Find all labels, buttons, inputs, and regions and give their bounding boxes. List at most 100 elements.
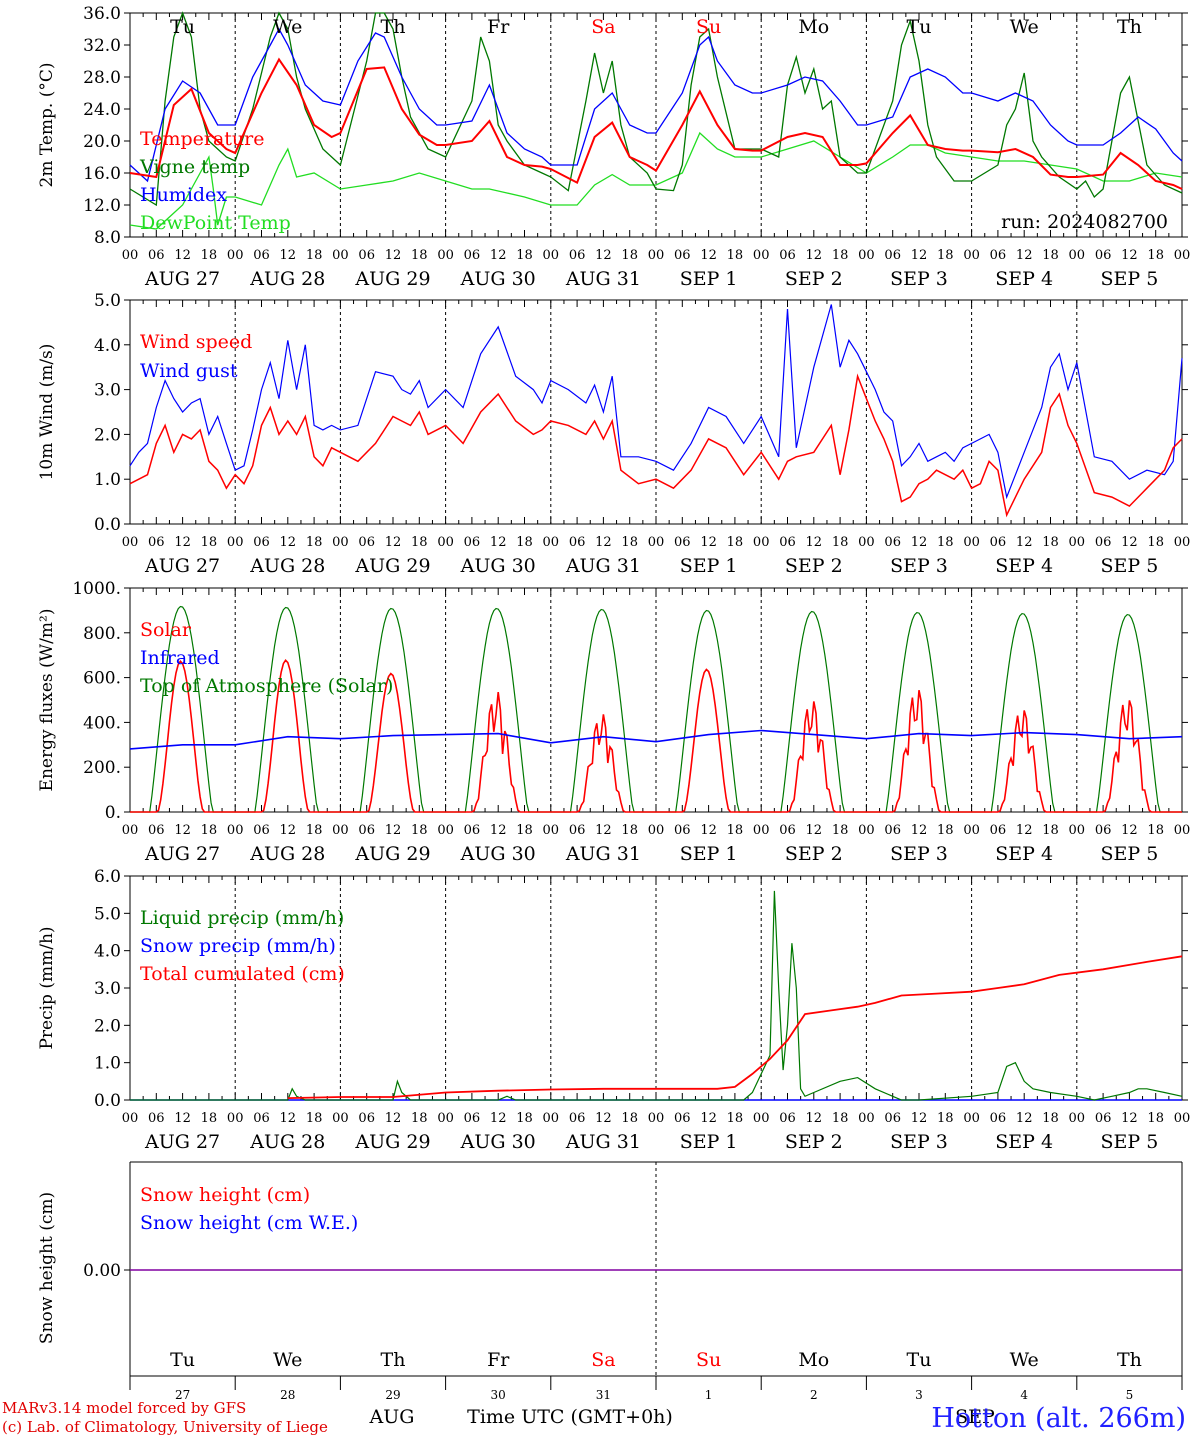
hour-tick-label: 18 <box>306 535 323 550</box>
hour-tick-label: 00 <box>332 823 349 838</box>
month-label-sep: SEP <box>955 1406 995 1428</box>
hour-tick-label: 06 <box>674 1111 691 1126</box>
wind-gust-line <box>129 304 1183 500</box>
y-axis-label: Snow height (cm) <box>37 1192 57 1344</box>
hour-tick-label: 18 <box>306 248 323 263</box>
weekday-label: Fr <box>487 16 510 38</box>
hour-tick-label: 06 <box>358 248 375 263</box>
hour-tick-label: 12 <box>1121 1111 1138 1126</box>
hour-tick-label: 00 <box>332 248 349 263</box>
weekday-label: Mo <box>798 1349 829 1371</box>
legend-snow-height: Snow height (cm) <box>140 1184 310 1206</box>
hour-tick-label: 12 <box>911 823 928 838</box>
total-cumulated-line <box>287 955 1183 1099</box>
hour-tick-label: 12 <box>1016 823 1033 838</box>
hour-tick-label: 18 <box>727 248 744 263</box>
hour-tick-label: 12 <box>174 1111 191 1126</box>
hour-tick-label: 12 <box>385 823 402 838</box>
legend-temperature: Temperature <box>140 128 264 150</box>
temperature-line <box>129 57 1183 190</box>
hour-tick-label: 12 <box>385 1111 402 1126</box>
y-tick-label: 24.0 <box>83 100 121 120</box>
hour-tick-label: 12 <box>806 1111 823 1126</box>
hour-tick-label: 18 <box>411 1111 428 1126</box>
panel-frame <box>129 299 1183 525</box>
hour-tick-label: 06 <box>674 535 691 550</box>
hour-tick-label: 18 <box>832 248 849 263</box>
hour-tick-label: 00 <box>122 1111 139 1126</box>
date-label: AUG 29 <box>354 1131 430 1153</box>
hour-tick-label: 00 <box>227 823 244 838</box>
panel-1: 8.0 12.0 16.0 20.0 24.0 28.0 32.0 36.0 2m Temp. … <box>37 4 1190 290</box>
panel-2: 0.0 1.0 2.0 3.0 4.0 5.0 10m Wind (m/s) 00 06 12 18… <box>37 291 1190 577</box>
weekday-label: Th <box>381 1349 406 1371</box>
y-axis-label: Precip (mm/h) <box>37 926 57 1049</box>
hour-tick-label: 18 <box>832 1111 849 1126</box>
date-label: AUG 27 <box>144 1131 220 1153</box>
date-label: AUG 28 <box>249 268 325 290</box>
date-label: SEP 3 <box>890 555 948 577</box>
solar-line <box>130 659 1182 813</box>
weekday-label: Th <box>381 16 406 38</box>
legend-snow-precip: Snow precip (mm/h) <box>140 935 336 957</box>
hour-tick-label: 12 <box>490 1111 507 1126</box>
weekday-label: Su <box>696 1349 721 1371</box>
date-label: AUG 28 <box>249 843 325 865</box>
y-tick-label: 600. <box>83 669 121 689</box>
run-annotation: run: 2024082700 <box>1001 211 1168 233</box>
day-number-label: 31 <box>596 1388 611 1402</box>
hour-tick-label: 06 <box>990 248 1007 263</box>
hour-tick-label: 00 <box>122 248 139 263</box>
y-axis-label: 10m Wind (m/s) <box>37 344 57 481</box>
hour-tick-label: 18 <box>937 535 954 550</box>
hour-tick-label: 12 <box>595 823 612 838</box>
y-tick-label: 2.0 <box>94 425 121 445</box>
hour-tick-label: 12 <box>174 535 191 550</box>
hour-tick-label: 00 <box>437 823 454 838</box>
hour-tick-label: 06 <box>569 823 586 838</box>
hour-tick-label: 00 <box>648 823 665 838</box>
hour-tick-label: 18 <box>201 823 218 838</box>
y-tick-label: 0.00 <box>83 1261 121 1281</box>
y-tick-label: 0. <box>105 803 121 823</box>
date-label: SEP 4 <box>995 268 1053 290</box>
dewpoint-line <box>129 131 1183 230</box>
y-tick-label: 3.0 <box>94 979 121 999</box>
hour-tick-label: 00 <box>543 1111 560 1126</box>
hour-tick-label: 12 <box>911 1111 928 1126</box>
hour-tick-label: 18 <box>1147 535 1164 550</box>
hour-tick-label: 00 <box>1174 535 1191 550</box>
date-label: SEP 2 <box>785 843 843 865</box>
day-number-label: 4 <box>1020 1388 1028 1402</box>
weekday-label: Tu <box>170 1349 195 1371</box>
x-axis-label: Time UTC (GMT+0h) <box>467 1406 673 1428</box>
hour-tick-label: 00 <box>753 535 770 550</box>
hour-tick-label: 12 <box>595 248 612 263</box>
hour-tick-label: 18 <box>1042 823 1059 838</box>
hour-tick-label: 00 <box>227 1111 244 1126</box>
hour-tick-label: 06 <box>253 248 270 263</box>
hour-tick-label: 18 <box>727 823 744 838</box>
hour-tick-label: 06 <box>779 248 796 263</box>
date-label: AUG 28 <box>249 1131 325 1153</box>
hour-tick-label: 12 <box>490 823 507 838</box>
y-tick-label: 0.0 <box>94 1091 121 1111</box>
y-tick-label: 6.0 <box>94 867 121 887</box>
hour-tick-label: 06 <box>1095 248 1112 263</box>
hour-tick-label: 00 <box>963 535 980 550</box>
hour-tick-label: 12 <box>174 248 191 263</box>
hour-tick-label: 12 <box>1016 248 1033 263</box>
y-tick-label: 5.0 <box>94 291 121 311</box>
date-label: AUG 31 <box>565 555 641 577</box>
date-label: AUG 28 <box>249 555 325 577</box>
hour-tick-label: 06 <box>358 1111 375 1126</box>
hour-tick-label: 12 <box>280 535 297 550</box>
weekday-label: We <box>273 1349 302 1371</box>
date-label: SEP 2 <box>785 268 843 290</box>
hour-tick-label: 00 <box>227 535 244 550</box>
hour-tick-label: 18 <box>621 1111 638 1126</box>
hour-tick-label: 18 <box>1147 1111 1164 1126</box>
y-tick-label: 1000. <box>72 579 121 599</box>
legend-total-cumulated: Total cumulated (cm) <box>140 963 345 985</box>
